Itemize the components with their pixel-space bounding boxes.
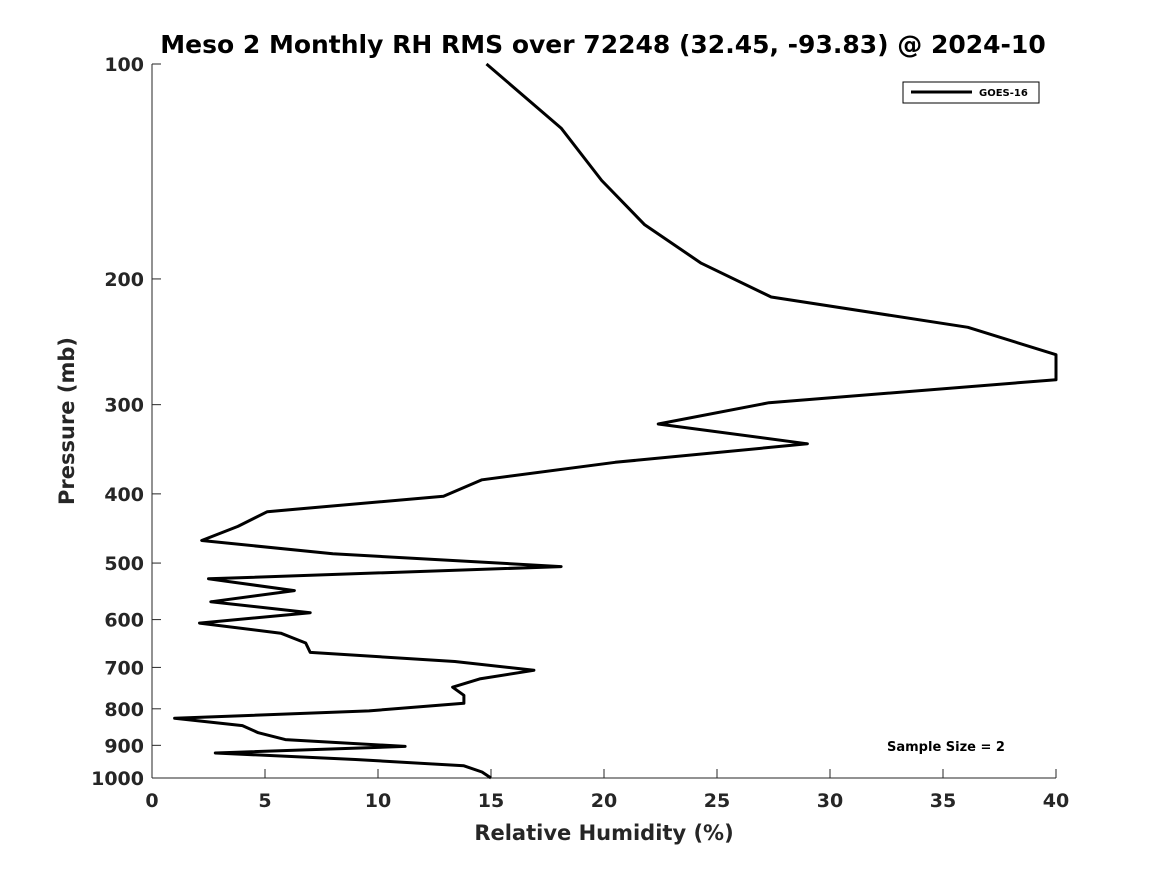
y-tick-label: 900	[104, 735, 144, 757]
plot-area	[152, 64, 1056, 778]
sample-size-annotation: Sample Size = 2	[887, 740, 1005, 755]
x-tick-label: 40	[1043, 790, 1069, 812]
x-tick-label: 20	[591, 790, 617, 812]
x-axis-ticks: 0 5 10 15 20 25 30 35 40	[145, 769, 1069, 812]
x-axis-label: Relative Humidity (%)	[474, 821, 733, 845]
y-tick-label: 200	[104, 269, 144, 291]
y-tick-label: 500	[104, 553, 144, 575]
x-tick-label: 15	[478, 790, 504, 812]
x-tick-label: 10	[365, 790, 391, 812]
series-line-goes-16	[173, 62, 1058, 780]
x-tick-label: 35	[930, 790, 956, 812]
y-axis-label: Pressure (mb)	[55, 337, 79, 505]
y-tick-label: 300	[104, 395, 144, 417]
legend-label: GOES-16	[979, 88, 1028, 99]
y-tick-label: 100	[104, 54, 144, 76]
y-tick-label: 400	[104, 484, 144, 506]
x-tick-label: 5	[258, 790, 271, 812]
x-tick-label: 0	[145, 790, 158, 812]
x-tick-label: 30	[817, 790, 843, 812]
y-tick-label: 600	[104, 610, 144, 632]
y-tick-label: 700	[104, 657, 144, 679]
x-tick-label: 25	[704, 790, 730, 812]
y-tick-label: 800	[104, 699, 144, 721]
legend: GOES-16	[902, 81, 1040, 104]
chart-title: Meso 2 Monthly RH RMS over 72248 (32.45,…	[160, 30, 1045, 59]
y-axis-ticks: 100 200 300 400 500 600 700 800 900 1000	[91, 54, 161, 790]
y-tick-label: 1000	[91, 768, 144, 790]
